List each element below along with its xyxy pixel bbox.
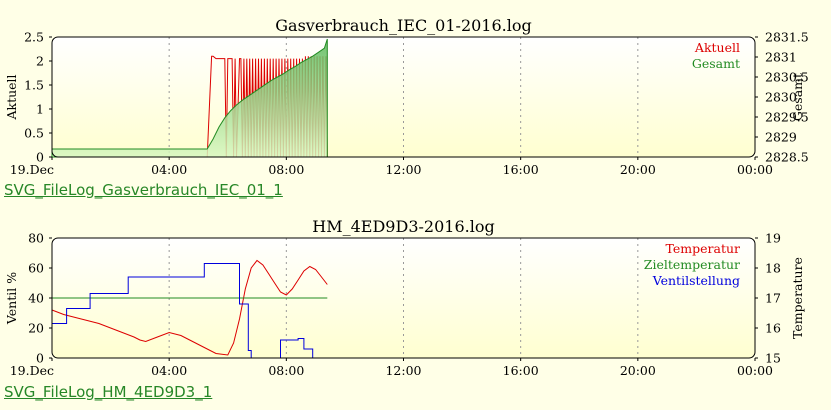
series-temperatur-line bbox=[51, 259, 328, 356]
x-tick-label: 08:00 bbox=[268, 363, 304, 378]
legend-temperatur: Temperatur bbox=[666, 241, 741, 256]
x-tick-label: 04:00 bbox=[151, 363, 187, 378]
chart-title: Gasverbrauch_IEC_01-2016.log bbox=[275, 16, 532, 35]
x-tick-label: 08:00 bbox=[268, 162, 304, 177]
y2-tick-label: 2830.5 bbox=[765, 70, 809, 85]
y2-tick-label: 18 bbox=[765, 261, 781, 276]
y2-tick-label: 19 bbox=[765, 231, 781, 246]
y-axis-label: Ventil % bbox=[4, 272, 19, 325]
y2-tick-label: 16 bbox=[765, 321, 781, 336]
x-tick-label: 12:00 bbox=[385, 162, 421, 177]
y2-tick-label: 17 bbox=[765, 291, 781, 306]
y-axis-label: Aktuell bbox=[4, 74, 19, 120]
y2-tick-label: 15 bbox=[765, 351, 781, 366]
y2-tick-label: 2831 bbox=[765, 50, 797, 65]
y2-tick-label: 2828.5 bbox=[765, 150, 809, 165]
y-tick-label: 0.5 bbox=[24, 126, 44, 141]
legend-ventilstellung: Ventilstellung bbox=[652, 273, 740, 288]
y-tick-label: 1 bbox=[36, 102, 44, 117]
y-tick-label: 0 bbox=[36, 351, 44, 366]
y2-tick-label: 2830 bbox=[765, 90, 797, 105]
x-tick-label: 20:00 bbox=[620, 162, 656, 177]
y2-tick-label: 2829.5 bbox=[765, 110, 809, 125]
x-tick-label: 16:00 bbox=[503, 162, 539, 177]
x-tick-label: 19.Dec bbox=[10, 363, 54, 378]
x-tick-label: 12:00 bbox=[385, 363, 421, 378]
series-ventilstellung-line bbox=[52, 263, 328, 359]
y-tick-label: 80 bbox=[28, 231, 44, 246]
y2-axis-label: Gesamt bbox=[790, 73, 805, 121]
y-tick-label: 1.5 bbox=[24, 78, 44, 93]
series-gesamt-area bbox=[51, 38, 328, 158]
legend-gesamt: Gesamt bbox=[692, 56, 740, 71]
y-tick-label: 2.5 bbox=[24, 30, 44, 45]
y2-tick-label: 2831.5 bbox=[765, 30, 809, 45]
chart-title: HM_4ED9D3-2016.log bbox=[312, 217, 494, 236]
y2-axis-label: Temperature bbox=[790, 257, 805, 339]
legend-zieltemperatur: Zieltemperatur bbox=[644, 257, 740, 272]
gas-chart-link[interactable]: SVG_FileLog_Gasverbrauch_IEC_01_1 bbox=[4, 181, 283, 199]
y-tick-label: 0 bbox=[36, 150, 44, 165]
x-tick-label: 19.Dec bbox=[10, 162, 54, 177]
thermostat-chart-link[interactable]: SVG_FileLog_HM_4ED9D3_1 bbox=[4, 383, 213, 401]
x-tick-label: 00:00 bbox=[737, 162, 773, 177]
x-tick-label: 04:00 bbox=[151, 162, 187, 177]
y-tick-label: 20 bbox=[28, 321, 44, 336]
thermostat-chart: HM_4ED9D3-2016.log TemperaturZieltemperat… bbox=[4, 217, 805, 378]
y-tick-label: 40 bbox=[28, 291, 44, 306]
y2-tick-label: 2829 bbox=[765, 130, 797, 145]
x-tick-label: 20:00 bbox=[620, 363, 656, 378]
gas-consumption-chart: Gasverbrauch_IEC_01-2016.logAktuellGesam… bbox=[4, 16, 809, 177]
y-tick-label: 2 bbox=[36, 54, 44, 69]
y-tick-label: 60 bbox=[28, 261, 44, 276]
legend-aktuell: Aktuell bbox=[694, 40, 740, 55]
x-tick-label: 00:00 bbox=[737, 363, 773, 378]
x-tick-label: 16:00 bbox=[503, 363, 539, 378]
